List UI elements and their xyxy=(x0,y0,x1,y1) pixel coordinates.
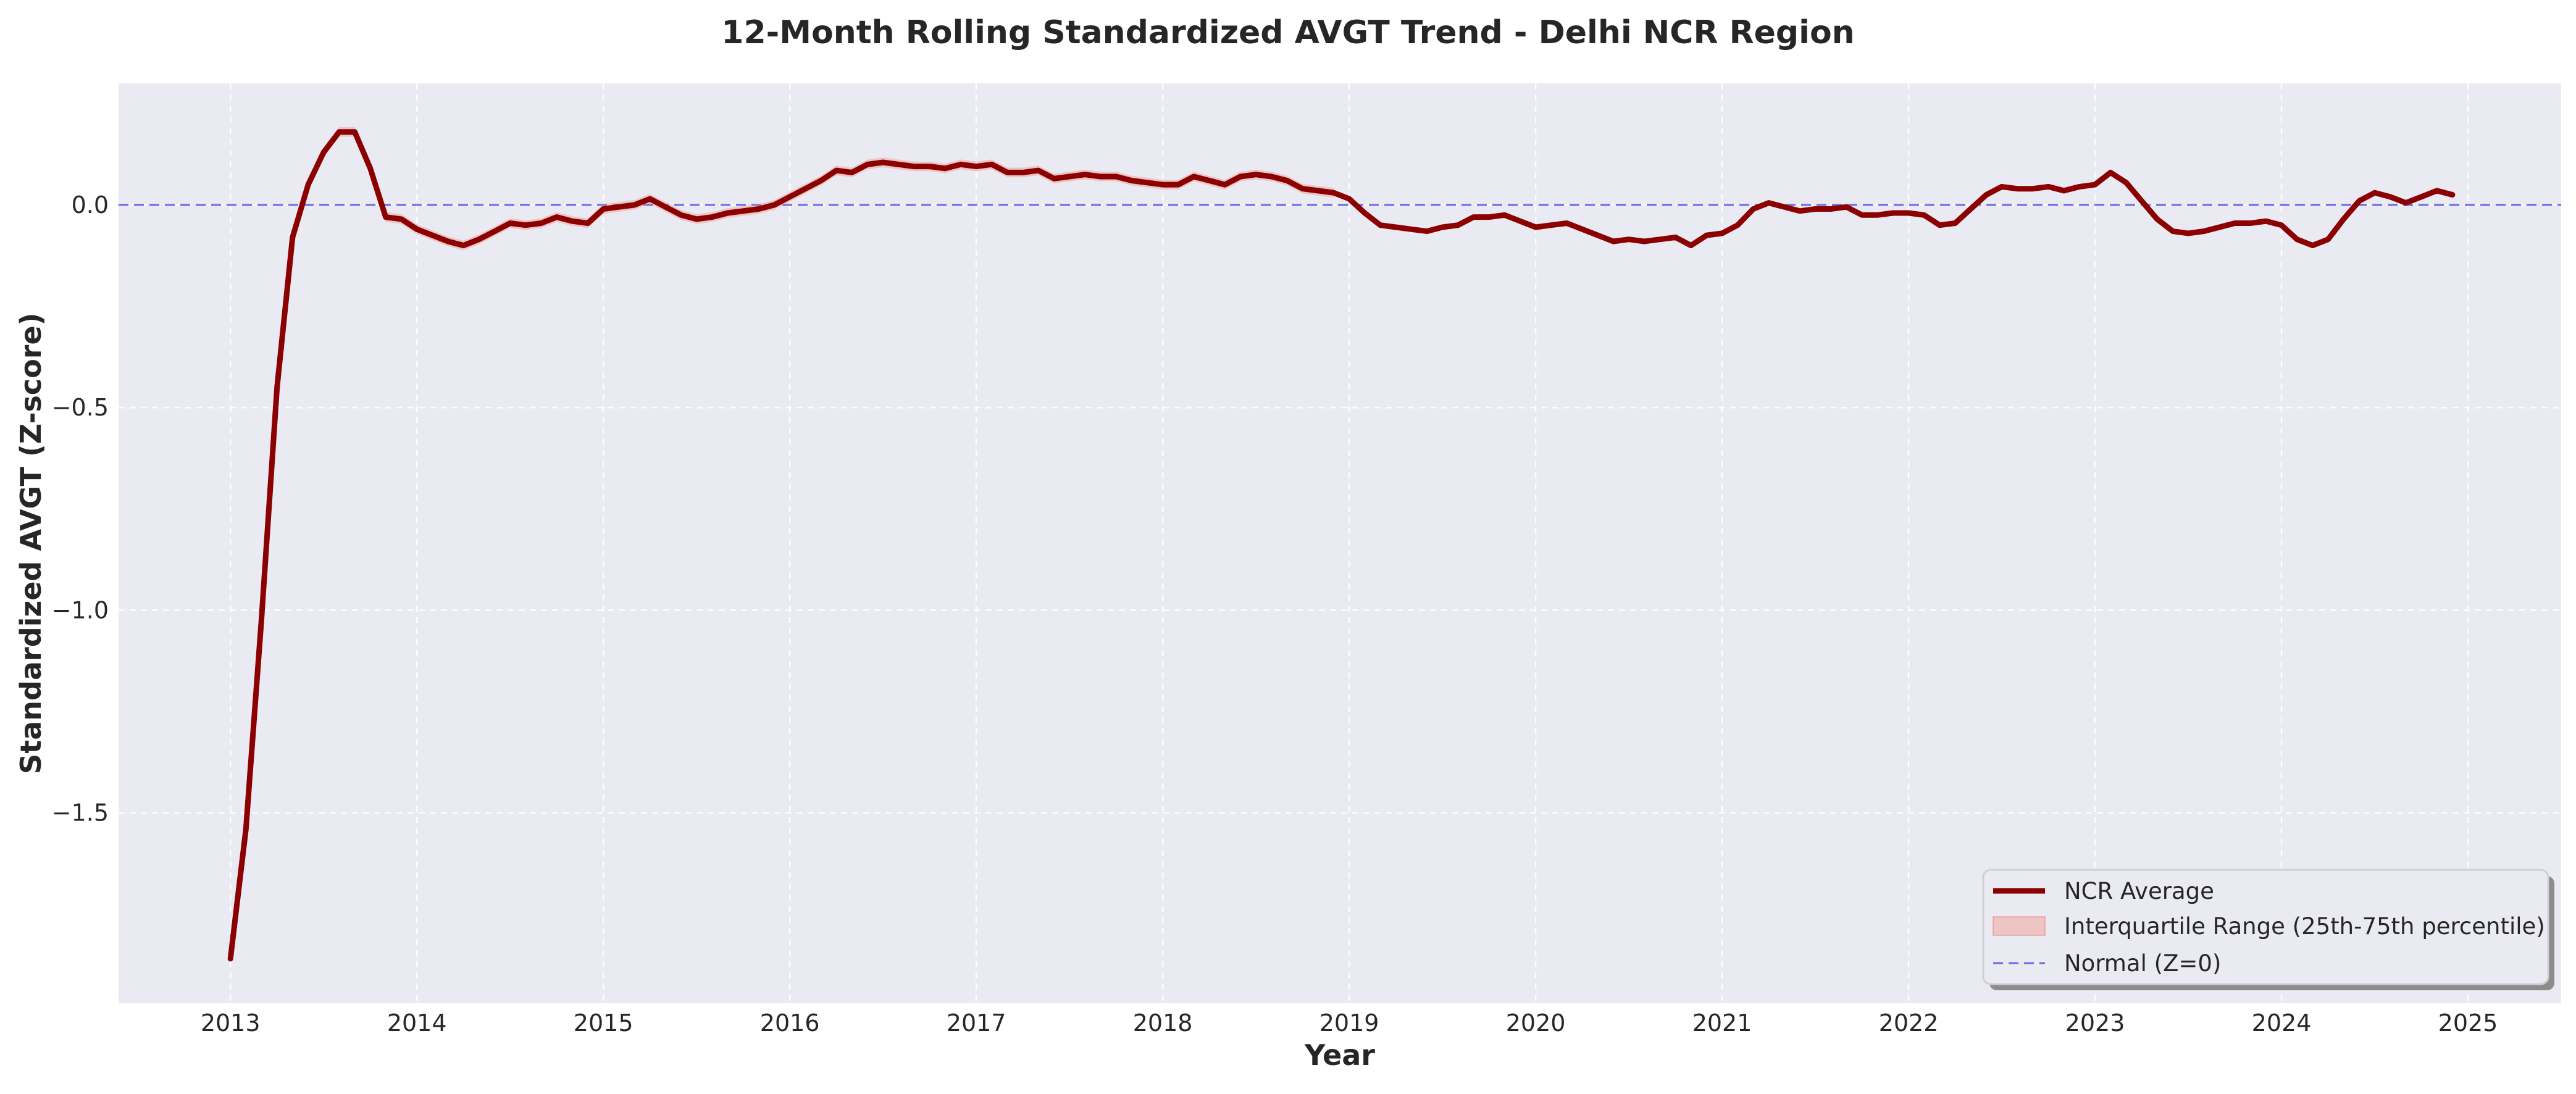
x-tick-label: 2018 xyxy=(1133,1009,1193,1037)
legend-box xyxy=(1982,869,2549,985)
x-tick-label: 2025 xyxy=(2438,1009,2498,1037)
y-axis-ticks: 0.0 −0.5 −1.0 −1.5 xyxy=(52,191,109,827)
y-axis-label: Standardized AVGT (Z-score) xyxy=(14,312,48,774)
y-tick-label: −1.5 xyxy=(52,799,109,826)
y-tick-label: −1.0 xyxy=(52,596,109,624)
y-tick-label: −0.5 xyxy=(52,394,109,421)
x-tick-label: 2013 xyxy=(201,1009,261,1037)
x-axis-label: Year xyxy=(1304,1038,1375,1072)
x-tick-label: 2020 xyxy=(1506,1009,1566,1037)
ncr-average-line xyxy=(227,129,2456,962)
x-tick-label: 2024 xyxy=(2252,1009,2312,1037)
x-tick-label: 2022 xyxy=(1879,1009,1939,1037)
x-tick-label: 2017 xyxy=(947,1009,1006,1037)
x-tick-label: 2015 xyxy=(574,1009,634,1037)
legend-label-interquartile-range: Interquartile Range (25th-75th percentil… xyxy=(2064,913,2545,940)
grid xyxy=(119,83,2561,1003)
legend-label-ncr-average: NCR Average xyxy=(2064,878,2214,904)
plot-area xyxy=(119,83,2561,1003)
x-tick-label: 2014 xyxy=(387,1009,447,1037)
y-tick-label: 0.0 xyxy=(72,191,109,219)
legend-band-swatch xyxy=(1993,916,2046,936)
legend-label-normal: Normal (Z=0) xyxy=(2064,950,2221,977)
x-axis-ticks: 2013 2014 2015 2016 2017 2018 2019 2020 2021 2022… xyxy=(201,1009,2498,1037)
x-tick-label: 2023 xyxy=(2065,1009,2125,1037)
legend: NCR Average Interquartile Range (25th-75… xyxy=(1982,869,2554,990)
x-tick-label: 2021 xyxy=(1692,1009,1752,1037)
x-tick-label: 2019 xyxy=(1319,1009,1379,1037)
x-tick-label: 2016 xyxy=(760,1009,820,1037)
chart-title: 12-Month Rolling Standardized AVGT Trend… xyxy=(721,14,1854,51)
